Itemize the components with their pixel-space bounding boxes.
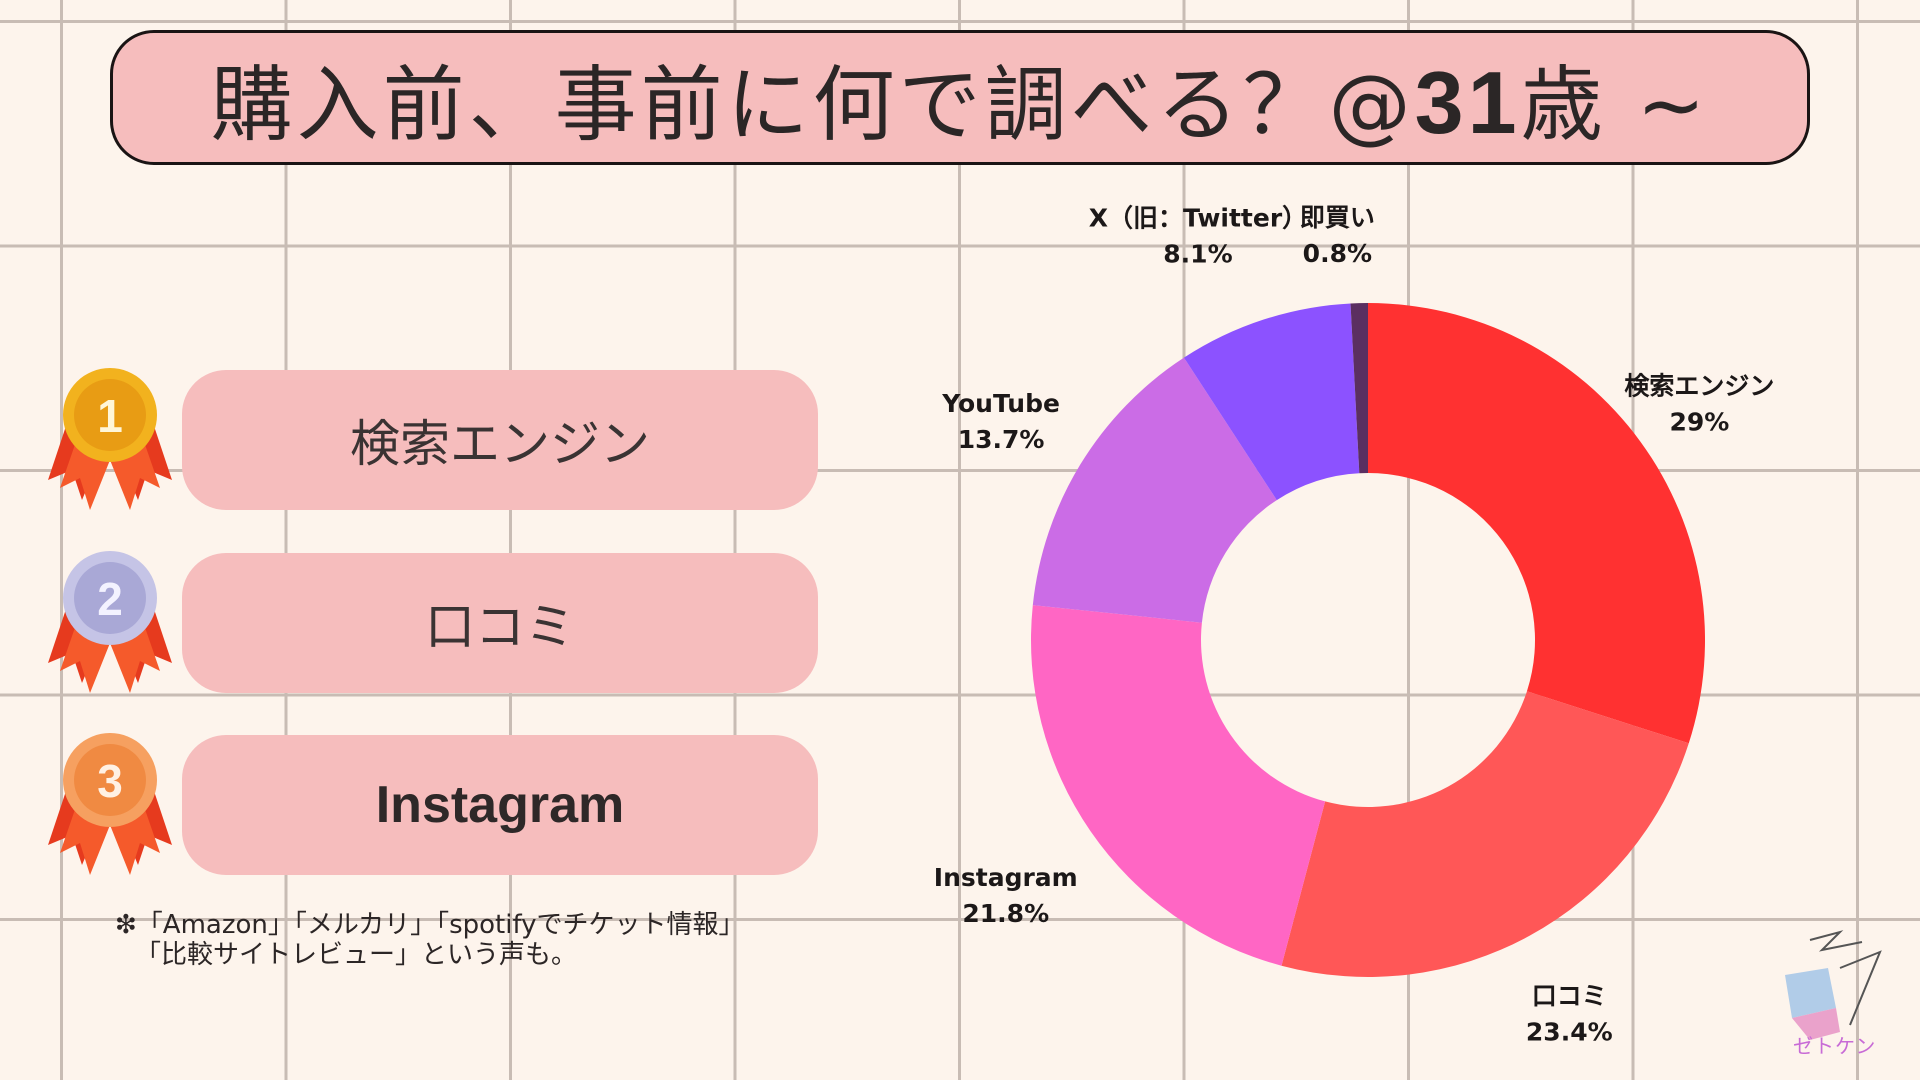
slice-category-label: YouTube [941,389,1060,418]
donut-slice-4 [1032,357,1277,623]
slice-label-2: 口コミ 23.4% [1526,982,1613,1047]
slice-category-label: Instagram [934,863,1078,892]
slice-category-label: 即買い [1300,203,1375,232]
slice-category-label: 検索エンジン [1624,372,1774,401]
ranking-item-1: 1 検索エンジン [40,368,830,510]
svg-text:3: 3 [97,755,123,807]
donut-slice-5 [1183,303,1360,501]
slice-value-label: 21.8% [962,899,1049,928]
slice-value-label: 29% [1669,408,1729,437]
ranking-label: Instagram [182,735,818,875]
slice-label-5: X（旧：Twitter） 8.1% [1089,204,1307,269]
gold-medal-icon: 1 [48,368,172,510]
footnote: ❇「Amazon」「メルカリ」「spotifyでチケット情報」 「比較サイトレビ… [115,910,875,970]
donut-slice-3 [1031,605,1326,966]
donut-slice-2 [1281,691,1689,977]
ranking-item-2: 2 口コミ [40,551,830,693]
slice-category-label: X（旧：Twitter） [1089,204,1307,233]
slice-label-1: 検索エンジン 29% [1624,372,1774,437]
logo-text: ゼトケン [1793,1034,1877,1058]
footnote-line: 「比較サイトレビュー」という声も。 [135,940,578,970]
footnote-line: ❇「Amazon」「メルカリ」「spotifyでチケット情報」 [115,910,745,940]
slice-label-3: Instagram 21.8% [934,863,1078,928]
ranking-label: 口コミ [182,553,818,693]
slice-value-label: 8.1% [1163,240,1232,269]
page-title: 購入前、事前に何で調べる？@31歳 ~ [210,53,1710,153]
slice-value-label: 0.8% [1303,239,1372,268]
svg-text:1: 1 [97,390,123,442]
title-banner: 購入前、事前に何で調べる？@31歳 ~ [110,30,1810,165]
bronze-medal-icon: 3 [48,733,172,875]
ranking-item-3: 3 Instagram [40,733,830,875]
slice-value-label: 23.4% [1526,1018,1613,1047]
logo-icon [1785,930,1882,1040]
silver-medal-icon: 2 [48,551,172,693]
slice-label-6: 即買い 0.8% [1300,203,1375,268]
donut-slice-6 [1350,303,1368,474]
slice-value-label: 13.7% [958,425,1045,454]
donut-slice-1 [1368,303,1705,744]
svg-text:2: 2 [97,573,123,625]
slice-label-4: YouTube 13.7% [941,389,1060,454]
ranking-label: 検索エンジン [182,370,818,510]
slice-category-label: 口コミ [1532,982,1607,1011]
